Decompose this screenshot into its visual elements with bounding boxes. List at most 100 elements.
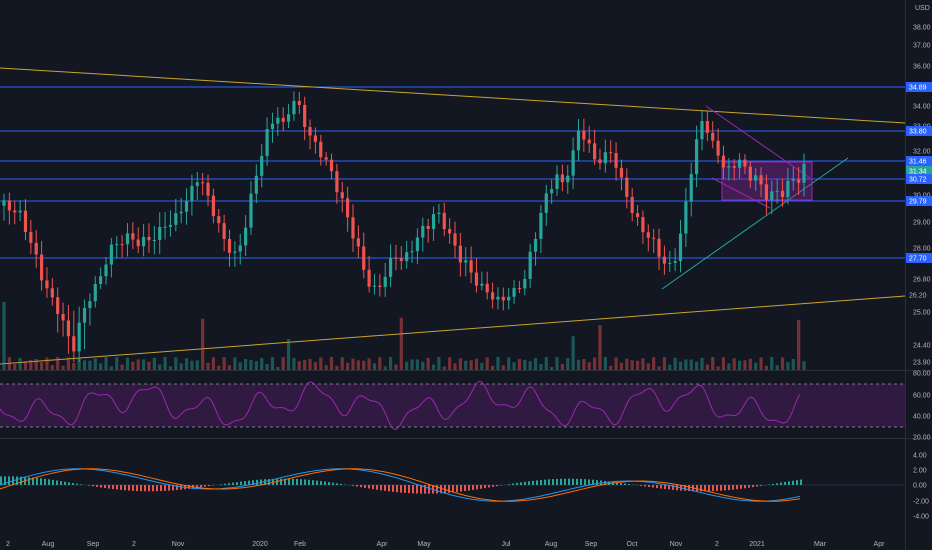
candle-body [39,254,44,281]
volume-bar [684,359,688,370]
candle-body [421,225,425,238]
candle-body [211,195,215,217]
candle-body [190,185,194,201]
candle-body [372,285,377,287]
macd-histogram-bar [488,485,490,488]
volume-bar [571,336,575,370]
volume-bar [99,363,103,370]
candle-body [356,238,360,247]
candle-body [609,152,613,154]
volume-bar [56,357,60,370]
candle-body [759,175,763,185]
time-tick-label: 2 [715,541,719,548]
candle-body [464,260,468,263]
candle-body [469,260,473,273]
macd-histogram-bar [292,478,294,485]
candle-body [716,140,720,156]
macd-histogram-bar [376,485,378,490]
candle-body [335,171,339,193]
macd-histogram-bar [148,485,150,492]
volume-bar [39,362,44,370]
macd-histogram-bar [332,482,334,485]
candle-body [351,217,355,239]
volume-bar [72,362,76,370]
volume-bar [346,362,350,370]
volume-bar [603,357,607,370]
price-badge [906,126,932,136]
volume-bar [496,357,500,370]
volume-bar [77,358,81,370]
volume-bar [18,358,22,370]
volume-bar [721,357,726,370]
time-tick-label: Jul [502,541,511,548]
volume-bar [104,357,108,370]
candle-body [673,261,677,263]
macd-histogram-bar [592,479,594,485]
macd-histogram-bar [420,485,422,494]
macd-histogram-bar [208,485,210,487]
volume-bar [313,362,318,370]
candle-body [775,190,779,192]
macd-histogram-bar [288,478,290,485]
price-badge [906,156,932,166]
candle-body [550,189,554,194]
macd-histogram-bar [252,480,254,485]
volume-bar [179,363,183,370]
macd-histogram-bar [364,485,366,488]
volume-bar [93,358,97,370]
volume-bar [560,363,564,370]
volume-bar [630,360,634,370]
volume-bar [426,357,430,370]
volume-bar [362,360,366,370]
macd-histogram-bar [176,485,178,491]
macd-histogram-bar [356,485,358,487]
macd-tick-label: -4.00 [913,514,929,521]
macd-histogram-bar [780,482,782,485]
candle-body [367,269,371,287]
candle-body [533,238,538,252]
volume-bar [716,366,720,370]
volume-bar [265,363,269,370]
candle-body [711,132,715,141]
macd-histogram-bar [360,485,362,488]
candle-body [99,276,103,284]
volume-bar [233,357,237,370]
candle-body [88,301,92,308]
macd-histogram-bar [240,481,242,485]
macd-histogram-bar [76,483,78,485]
macd-histogram-bar [672,485,674,490]
candle-body [136,239,140,247]
currency-label: USD [915,5,930,12]
macd-histogram-bar [8,476,10,485]
volume-bar [319,357,323,370]
volume-bar [410,359,414,370]
candle-body [362,246,366,270]
candle-body [201,182,205,184]
macd-histogram-bar [300,479,302,485]
macd-histogram-bar [196,485,198,488]
rsi-tick-label: 80.00 [913,371,931,378]
candle-body [603,152,607,164]
candle-body [748,166,752,181]
volume-bar [421,361,425,370]
candle-body [512,288,516,297]
volume-bar [678,361,683,370]
price-tick-label: 34.00 [913,104,931,111]
candle-body [737,159,742,168]
volume-bar [587,362,591,370]
candle-body [184,200,189,212]
macd-histogram-bar [416,485,418,494]
volume-bar [34,359,38,370]
price-tick-label: 23.90 [913,360,931,367]
macd-histogram-bar [172,485,174,491]
volume-bar [576,359,581,370]
volume-bar [732,358,736,370]
volume-bar [711,357,715,370]
time-tick-label: Sep [87,541,100,548]
candle-body [587,139,591,144]
volume-bar [372,363,377,370]
volume-bar [61,365,65,370]
volume-bar [2,302,6,370]
time-tick-label: 2020 [252,541,268,548]
